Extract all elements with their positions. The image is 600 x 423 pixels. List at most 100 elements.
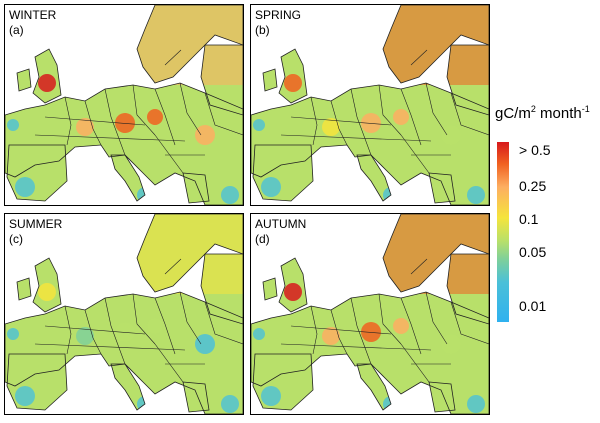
coastline-7 [428,172,456,204]
land-area [5,5,243,205]
coastline-6 [6,353,68,411]
country-border-0 [310,96,318,146]
land-area [251,214,489,414]
colorbar-unit: gC/m2 month-1 [495,104,590,122]
coastline-2 [278,257,308,313]
high-flux-region-3 [322,327,340,345]
panel-title-summer: SUMMER [9,217,63,231]
country-border-11 [164,49,182,66]
country-border-9 [400,343,430,383]
coastline-5 [110,154,146,202]
panel-label-a: (a) [9,23,24,37]
coastline-7 [182,172,210,204]
coastline-5 [110,363,146,411]
land-area [251,5,489,205]
coastline-1 [446,253,489,325]
country-border-4 [400,88,422,146]
panel-title-winter: WINTER [9,8,57,22]
high-flux-region-4 [195,125,215,145]
low-flux-region-0 [15,386,35,406]
unit-sup-minus1: -1 [581,104,590,114]
coastline-5 [356,154,392,202]
unit-sup-2: 2 [530,104,536,114]
panel-label-c: (c) [9,232,23,246]
high-flux-region-4 [441,334,461,354]
map-panel-spring: SPRING (b) [250,4,490,206]
europe-map-summer [5,214,243,414]
coastline-1 [200,44,243,116]
country-border-8 [204,92,243,136]
high-flux-region-3 [76,327,94,345]
country-border-5 [425,82,448,136]
country-border-7 [280,343,432,351]
coastline-7 [428,381,456,413]
coastline-4 [5,82,243,205]
high-flux-region-0 [284,283,302,301]
country-border-0 [64,96,72,146]
high-flux-region-1 [115,322,135,342]
low-flux-region-0 [15,177,35,197]
country-border-4 [154,88,176,146]
country-border-1 [84,100,102,146]
country-border-1 [84,309,102,355]
country-border-4 [154,297,176,355]
panel-label-b: (b) [255,23,270,37]
low-flux-region-2 [467,186,485,204]
country-border-11 [164,258,182,275]
high-flux-region-2 [147,318,163,334]
high-flux-region-0 [38,74,56,92]
country-border-7 [34,343,186,351]
country-border-8 [450,301,489,345]
coastline-4 [251,291,489,414]
colorbar-tick-2: 0.1 [519,211,539,227]
country-border-6 [290,325,392,335]
country-border-1 [330,309,348,355]
coastline-0 [382,5,489,84]
colorbar-tick-3: 0.05 [519,244,547,260]
country-border-8 [204,301,243,345]
low-flux-region-2 [467,395,485,413]
high-flux-region-1 [115,113,135,133]
low-flux-region-0 [261,177,281,197]
low-flux-region-3 [253,119,265,131]
low-flux-region-2 [221,395,239,413]
coastline-0 [382,214,489,293]
country-border-0 [64,305,72,355]
coastline-7 [182,381,210,413]
country-border-6 [44,116,146,126]
country-border-2 [350,88,372,156]
coastline-4 [5,291,243,414]
high-flux-region-4 [195,334,215,354]
colorbar-tick-0: > 0.5 [519,142,551,158]
country-border-4 [400,297,422,355]
country-border-7 [34,134,186,142]
high-flux-region-3 [322,118,340,136]
high-flux-region-2 [393,109,409,125]
coastline-1 [446,44,489,116]
coastline-3 [16,68,32,92]
country-border-2 [104,297,126,365]
coastline-6 [252,353,314,411]
high-flux-region-3 [76,118,94,136]
europe-map-autumn [251,214,489,414]
high-flux-region-4 [441,125,461,145]
coastline-5 [356,363,392,411]
country-border-7 [280,134,432,142]
high-flux-region-0 [284,74,302,92]
country-border-2 [104,88,126,156]
unit-month: month [535,105,582,122]
coastline-2 [32,48,62,104]
country-border-3 [132,293,156,345]
country-border-6 [44,325,146,335]
coastline-6 [6,144,68,202]
high-flux-region-1 [361,113,381,133]
map-panel-autumn: AUTUMN (d) [250,213,490,415]
country-border-0 [310,305,318,355]
panel-title-spring: SPRING [255,8,302,22]
country-border-1 [330,100,348,146]
coastline-3 [262,277,278,301]
colorbar [497,142,509,322]
country-border-3 [378,293,402,345]
country-border-9 [154,343,184,383]
coastline-0 [136,214,243,293]
